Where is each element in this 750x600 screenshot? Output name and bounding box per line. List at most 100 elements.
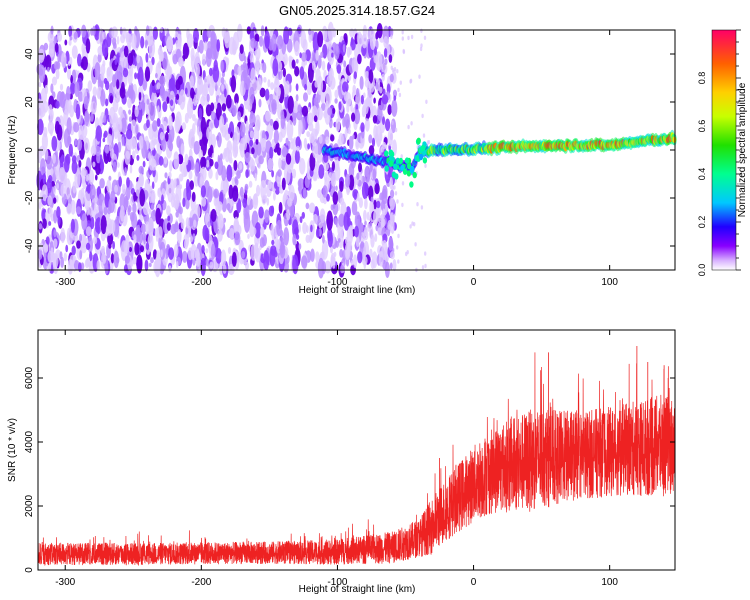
spectrogram-noise-dot [356,172,360,180]
spectrogram-noise-dot [200,95,206,107]
spectrogram-noise-dot [55,61,61,70]
spectrogram-noise-dot [108,197,115,213]
spectrogram-noise-dot [271,102,277,115]
spectrogram-noise-dot [175,185,182,204]
spectrogram-noise-dot [249,159,256,172]
spectrogram-noise-dot [155,72,158,79]
spectrogram-noise-dot [70,199,76,215]
spectrogram-noise-dot [252,141,258,159]
spectrogram-noise-dot [129,247,132,252]
spectrogram-noise-dot [263,76,267,83]
spectrogram-noise-dot [371,137,376,147]
spectrogram-noise-dot [256,67,260,76]
spectrogram-noise-dot [61,154,65,164]
spectrogram-noise-dot [315,160,320,169]
spectrogram-noise-dot [80,61,84,68]
spectrogram-noise-dot [195,63,200,78]
spectrogram-noise-dot [376,206,380,215]
spectrogram-noise-dot [334,98,338,104]
spectrogram-noise-dot [151,192,156,204]
spectrogram-noise-dot [356,192,360,202]
spectrogram-noise-dot [43,126,48,138]
spectrogram-noise-dot [307,112,314,126]
spectrogram-noise-dot [250,244,257,261]
spectrogram-noise-dot [55,195,59,203]
spectrogram-noise-dot [213,101,218,110]
spectrogram-noise-dot [270,82,275,91]
spectrogram-noise-dot [113,250,120,269]
spectrogram-noise-dot [217,217,221,223]
spectrogram-noise-dot [42,218,47,230]
spectrogram-noise-dot [89,184,96,200]
spectrogram-noise-dot [407,35,410,41]
spectrogram-noise-dot [254,222,262,239]
spectrogram-noise-dot [285,80,290,95]
spectrogram-noise-dot [233,210,239,220]
spectrogram-noise-dot [134,25,138,37]
spectrogram-noise-dot [185,197,190,210]
spectrogram-x-ticks: -300 -200 -100 0 100 [55,30,618,288]
spectrogram-noise-dot [205,159,210,168]
spectrogram-noise-dot [146,98,150,105]
spectrogram-noise-dot [189,180,194,191]
spectrogram-noise-dot [108,175,112,181]
spectrogram-noise-dot [208,67,213,77]
spectrogram-noise-dot [357,53,362,65]
spectrogram-noise-dot [346,46,351,58]
spectrogram-noise-dot [423,35,427,40]
spectrogram-noise-dot [38,81,42,88]
spectrogram-noise-dot [258,155,264,165]
spectrogram-noise-dot [250,37,256,49]
spectrogram-noise-dot [107,233,114,246]
spectrogram-noise-dot [180,143,185,156]
spectrogram-noise-dot [135,124,139,135]
spectrogram-noise-dot [301,211,305,219]
spectrogram-noise-dot [146,119,150,129]
spectrogram-noise-dot [200,156,207,170]
spectrogram-noise-dot [206,74,211,85]
spectrogram-noise-dot [334,43,340,60]
spectrogram-noise-dot [326,193,330,202]
spectrogram-noise-dot [54,42,59,53]
spectrogram-noise-dot [100,161,104,171]
spectrogram-noise-dot [375,82,379,90]
spectrogram-noise-dot [339,180,344,192]
spectrogram-noise-dot [384,58,388,65]
spectrogram-noise-dot [168,115,173,131]
spectrogram-noise-dot [219,115,225,132]
spectrogram-noise-dot [301,52,307,62]
spectrogram-noise-dot [170,194,175,208]
spectrogram-noise-dot [226,203,231,211]
spectrogram-noise-dot [37,248,43,260]
spectrogram-noise-dot [38,107,43,122]
spectrogram-signal-blob [391,171,397,178]
spectrogram-noise-dot [405,251,408,257]
spectrogram-noise-dot [238,162,243,170]
spectrogram-noise-dot [225,94,232,109]
spectrogram-noise-dot [227,247,232,254]
spectrogram-noise-dot [215,248,222,264]
spectrogram-y-tick-label: 40 [24,48,35,60]
spectrogram-noise-dot [359,222,364,231]
spectrogram-noise-dot [178,56,184,67]
spectrogram-noise-dot [376,200,381,209]
spectrogram-noise-dot [85,174,89,182]
spectrogram-noise-dot [366,223,371,232]
spectrogram-noise-dot [307,143,310,150]
spectrogram-noise-dot [109,95,114,104]
spectrogram-noise-dot [47,195,53,207]
spectrogram-noise-dot [178,173,184,182]
spectrogram-noise-dot [247,105,251,113]
spectrogram-noise-dot [322,185,328,198]
spectrogram-noise-dot [389,73,394,83]
spectrogram-noise-dot [346,224,354,246]
spectrogram-noise-dot [129,211,135,222]
spectrogram-noise-dot [99,178,105,189]
spectrogram-noise-dot [127,97,132,109]
spectrogram-noise-dot [239,143,244,152]
spectrogram-noise-dot [381,94,389,105]
spectrogram-noise-dot [258,206,264,219]
spectrogram-noise-dot [263,249,270,271]
spectrogram-noise-dot [296,58,299,64]
spectrogram-noise-dot [271,170,274,178]
